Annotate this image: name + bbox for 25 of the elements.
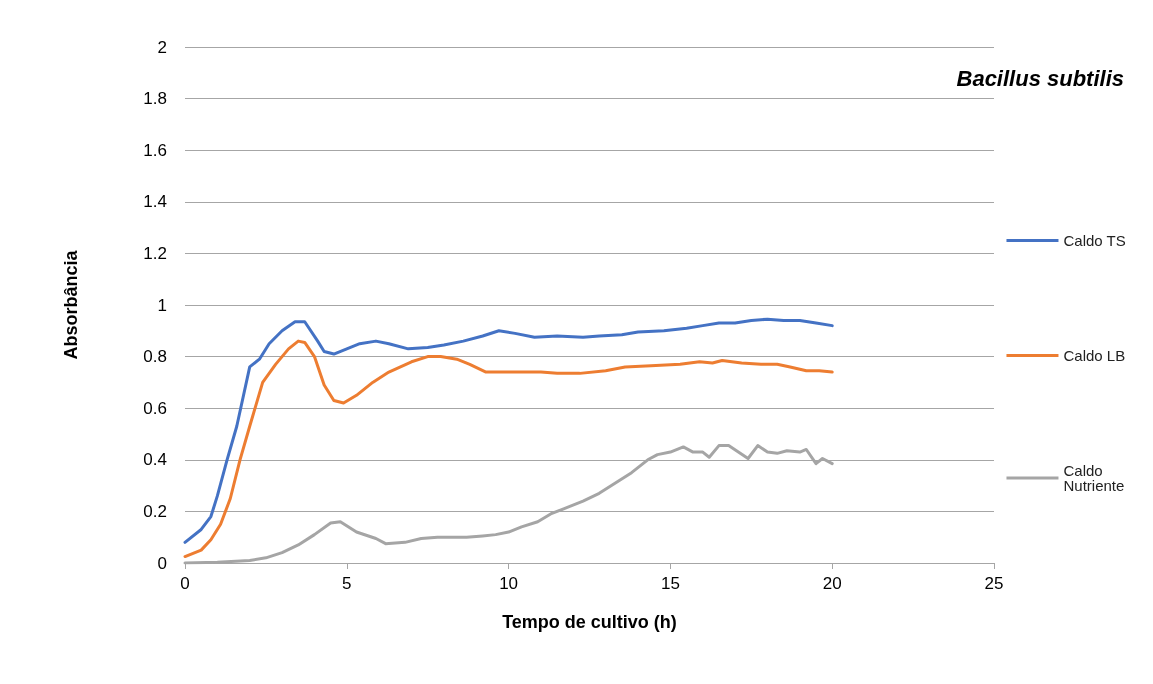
y-axis-title: Absorbância (61, 249, 81, 360)
legend-label: Caldo TS (1063, 232, 1126, 249)
x-tick-label: 0 (180, 574, 190, 593)
y-tick-label: 1.6 (143, 140, 167, 160)
y-tick-label: 0.8 (143, 347, 167, 367)
x-axis-title: Tempo de cultivo (h) (502, 612, 677, 632)
x-tick-label: 10 (499, 574, 519, 593)
x-tick-label: 5 (342, 574, 352, 593)
y-tick-label: 0.2 (143, 501, 167, 521)
y-tick-label: 0 (157, 553, 167, 573)
y-tick-label: 1.4 (143, 192, 167, 212)
y-tick-label: 1.8 (143, 89, 167, 109)
x-tick-label: 15 (660, 574, 680, 593)
line-series (183, 317, 834, 544)
y-tick-label: 1.2 (143, 243, 167, 263)
y-tick-label: 0.6 (143, 398, 167, 418)
text: Bacillus subtilis (956, 65, 1125, 91)
y-tick-label: 1 (157, 295, 167, 315)
legend-label: Caldo Nutriente (1063, 462, 1125, 494)
legend-label: Caldo LB (1063, 347, 1126, 364)
x-tick-label: 25 (984, 574, 1004, 593)
x-tick-label: 20 (822, 574, 842, 593)
line-series (183, 339, 834, 559)
y-tick-label: 2 (157, 37, 167, 57)
y-tick-label: 0.4 (143, 450, 167, 470)
